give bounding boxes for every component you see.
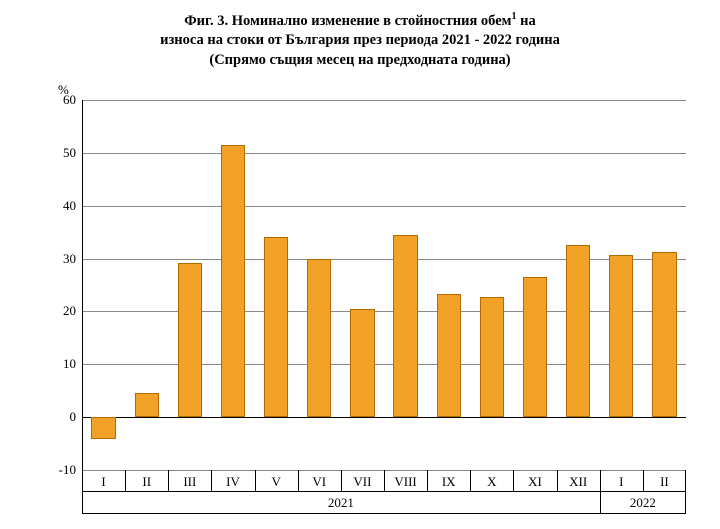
title-line-2: износа на стоки от България през периода…: [160, 32, 560, 48]
y-tick-label: 20: [63, 303, 76, 319]
bar: [307, 259, 331, 418]
y-tick-label: 50: [63, 145, 76, 161]
bar: [178, 263, 202, 417]
x-year-label: 2021: [328, 495, 354, 511]
bar: [135, 393, 159, 417]
bar: [393, 235, 417, 417]
gridline: [82, 206, 686, 207]
y-tick-label: -10: [59, 462, 76, 478]
title-line-1a: Фиг. 3. Номинално изменение в стойностни…: [184, 13, 511, 29]
x-year-divider: [600, 492, 601, 514]
bar-chart: -100102030405060IIIIIIIVVVIVIIVIIIIXXXIX…: [82, 100, 686, 470]
bar: [221, 145, 245, 417]
bar: [350, 309, 374, 417]
title-line-1b: на: [517, 13, 536, 29]
x-year-label: 2022: [630, 495, 656, 511]
x-band-months: [82, 470, 686, 492]
gridline: [82, 259, 686, 260]
x-band-years: [82, 492, 686, 514]
bar: [91, 417, 115, 439]
bar: [566, 245, 590, 417]
gridline: [82, 417, 686, 418]
y-tick-label: 0: [70, 409, 77, 425]
bar: [437, 294, 461, 417]
gridline: [82, 100, 686, 101]
bar: [609, 255, 633, 417]
y-tick-label: 30: [63, 251, 76, 267]
bar: [480, 297, 504, 418]
gridline: [82, 311, 686, 312]
chart-title: Фиг. 3. Номинално изменение в стойностни…: [0, 10, 720, 71]
title-line-3: (Спрямо същия месец на предходната годин…: [209, 52, 510, 68]
bar: [523, 277, 547, 418]
y-tick-label: 40: [63, 198, 76, 214]
bar: [264, 237, 288, 417]
page: Фиг. 3. Номинално изменение в стойностни…: [0, 0, 720, 529]
y-tick-label: 60: [63, 92, 76, 108]
bar: [652, 252, 676, 417]
gridline: [82, 364, 686, 365]
y-tick-label: 10: [63, 356, 76, 372]
gridline: [82, 153, 686, 154]
y-axis-line: [82, 100, 83, 470]
